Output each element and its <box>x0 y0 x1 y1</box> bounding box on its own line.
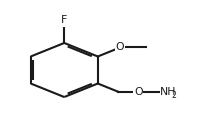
Text: O: O <box>116 42 124 52</box>
Text: 2: 2 <box>172 91 177 100</box>
Text: NH: NH <box>160 87 177 97</box>
Text: F: F <box>61 15 67 25</box>
Text: O: O <box>134 87 143 97</box>
